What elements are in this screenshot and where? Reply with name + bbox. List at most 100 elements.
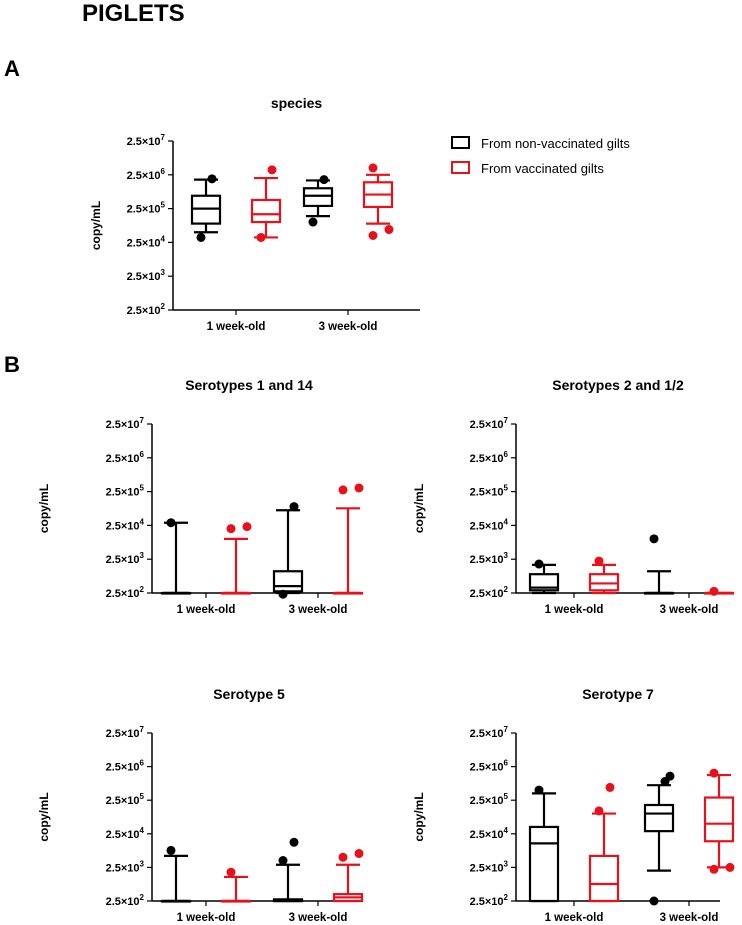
legend: From non-vaccinated gilts From vaccinated… <box>451 136 630 176</box>
box-plot <box>703 586 735 596</box>
box-plot <box>643 534 675 595</box>
y-tick-label: 2.5×104 <box>127 234 166 249</box>
y-tick-label: 2.5×107 <box>106 416 145 431</box>
box-plot <box>703 768 735 874</box>
box <box>250 198 282 224</box>
outlier-point <box>278 856 288 866</box>
y-tick-label: 2.5×103 <box>470 551 509 566</box>
y-tick-label: 2.5×102 <box>106 585 145 600</box>
outlier-point <box>256 232 266 242</box>
outlier-point <box>166 845 176 855</box>
box-plot <box>302 175 334 227</box>
chart-title: species <box>271 95 323 111</box>
outlier-point <box>384 225 394 235</box>
box-plot <box>528 785 560 903</box>
y-tick-label: 2.5×107 <box>127 133 166 148</box>
y-axis-title: copy/mL <box>89 201 103 250</box>
y-tick-label: 2.5×102 <box>127 302 166 317</box>
legend-swatch <box>451 136 470 149</box>
outlier-point <box>594 806 604 816</box>
chart-title: Serotypes 1 and 14 <box>185 377 313 393</box>
x-tick-label: 3 week-old <box>289 604 348 616</box>
outlier-point <box>338 852 348 862</box>
outlier-point <box>242 522 252 532</box>
x-tick-label: 3 week-old <box>319 321 378 333</box>
y-axis-title: copy/mL <box>37 484 51 533</box>
box-plot <box>528 559 560 595</box>
y-tick-label: 2.5×106 <box>470 759 509 774</box>
figure-title: PIGLETS <box>82 0 185 27</box>
y-tick-label: 2.5×105 <box>470 484 509 499</box>
outlier-point <box>319 175 329 185</box>
box-plot <box>220 867 252 903</box>
outlier-point <box>665 771 675 781</box>
y-tick-label: 2.5×107 <box>106 725 145 740</box>
chart-serotypes-2-and-1-2: Serotypes 2 and 1/2 copy/mL 2.5×102 2.5×103… <box>412 377 735 616</box>
y-tick-label: 2.5×107 <box>470 725 509 740</box>
y-tick-label: 2.5×106 <box>106 759 145 774</box>
box-plot <box>160 845 192 903</box>
outlier-point <box>196 232 206 242</box>
chart-title: Serotype 7 <box>582 686 654 702</box>
outlier-point <box>649 896 659 906</box>
outlier-point <box>649 534 659 544</box>
x-tick-label: 1 week-old <box>177 604 236 616</box>
chart-serotype-7: Serotype 7 copy/mL 2.5×102 2.5×103 2.5×104 2.… <box>412 686 735 924</box>
box-plot <box>160 518 192 595</box>
y-tick-label: 2.5×107 <box>470 416 509 431</box>
outlier-point <box>308 217 318 227</box>
x-tick-label: 1 week-old <box>177 912 236 924</box>
box <box>643 803 675 833</box>
box <box>588 573 620 592</box>
box-plot <box>272 837 304 903</box>
y-tick-label: 2.5×105 <box>106 792 145 807</box>
y-tick-label: 2.5×103 <box>470 859 509 874</box>
chart-title: Serotype 5 <box>213 686 285 702</box>
chart-species: species copy/mL 2.5×102 2.5×103 2.5×104 2.5×1… <box>89 95 420 333</box>
chart-title: Serotypes 2 and 1/2 <box>552 377 684 393</box>
box-plot <box>332 848 364 903</box>
outlier-point <box>709 864 719 874</box>
panel-b-label: B <box>4 352 20 377</box>
x-tick-label: 3 week-old <box>289 912 348 924</box>
chart-serotypes-1-and-14: Serotypes 1 and 14 copy/mL 2.5×102 2.5×103 2… <box>37 377 364 616</box>
outlier-point <box>368 163 378 173</box>
outlier-point <box>267 165 277 175</box>
y-tick-label: 2.5×102 <box>470 893 509 908</box>
y-tick-label: 2.5×105 <box>470 792 509 807</box>
box-plot <box>190 174 222 242</box>
outlier-point <box>289 502 299 512</box>
outlier-point <box>725 862 735 872</box>
legend-swatch <box>451 161 470 174</box>
box-plot <box>250 165 282 242</box>
outlier-point <box>709 768 719 778</box>
outlier-point <box>338 485 348 495</box>
x-tick-label: 1 week-old <box>207 321 266 333</box>
box-plot <box>332 483 364 595</box>
outlier-point <box>354 848 364 858</box>
box-plot <box>220 522 252 595</box>
y-tick-label: 2.5×104 <box>470 826 509 841</box>
outlier-point <box>289 837 299 847</box>
box <box>703 796 735 843</box>
outlier-point <box>368 231 378 241</box>
y-tick-label: 2.5×105 <box>106 484 145 499</box>
y-tick-label: 2.5×106 <box>470 450 509 465</box>
y-tick-label: 2.5×106 <box>127 167 166 182</box>
x-tick-label: 1 week-old <box>545 604 604 616</box>
y-tick-label: 2.5×103 <box>106 551 145 566</box>
box <box>272 570 304 593</box>
box-plot <box>588 556 620 595</box>
x-tick-label: 1 week-old <box>545 912 604 924</box>
box-plot <box>362 163 394 241</box>
box-plot <box>272 502 304 599</box>
y-axis-title: copy/mL <box>37 792 51 841</box>
x-tick-label: 3 week-old <box>660 604 719 616</box>
y-tick-label: 2.5×102 <box>470 585 509 600</box>
y-axis-title: copy/mL <box>412 484 426 533</box>
box-plot <box>588 782 620 903</box>
outlier-point <box>534 559 544 569</box>
outlier-point <box>226 867 236 877</box>
outlier-point <box>166 518 176 528</box>
